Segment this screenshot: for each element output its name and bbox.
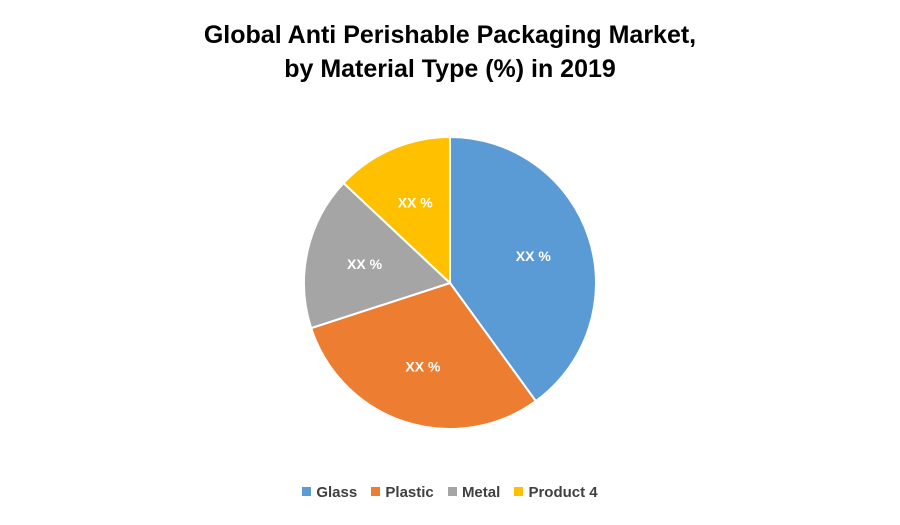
pie-slice-metal xyxy=(303,181,452,330)
legend-item-glass: Glass xyxy=(302,484,357,501)
legend-swatch-glass xyxy=(302,487,312,496)
legend-item-metal: Metal xyxy=(447,484,501,501)
chart-title: Global Anti Perishable Packaging Market,… xyxy=(0,18,900,86)
legend-swatch-metal xyxy=(447,487,457,496)
data-label-plastic: XX % xyxy=(405,358,441,374)
legend-label-glass: Glass xyxy=(316,484,358,501)
legend-label-product-4: Product 4 xyxy=(528,484,598,501)
pie-slice-glass xyxy=(449,135,597,403)
legend-swatch-plastic xyxy=(371,487,381,496)
legend-label-metal: Metal xyxy=(461,484,501,501)
chart-title-line-2: by Material Type (%) in 2019 xyxy=(284,55,616,83)
data-label-product-4: XX % xyxy=(398,195,434,211)
legend-item-plastic: Plastic xyxy=(371,484,434,501)
pie-slice-plastic xyxy=(309,281,538,430)
legend-label-plastic: Plastic xyxy=(385,484,434,501)
legend-swatch-product-4 xyxy=(514,487,524,496)
data-label-metal: XX % xyxy=(347,256,383,272)
data-label-glass: XX % xyxy=(516,248,552,264)
chart-legend: Glass Plastic Metal Product 4 xyxy=(0,484,900,501)
legend-item-product-4: Product 4 xyxy=(514,484,598,501)
pie-slice-product-4 xyxy=(342,135,451,286)
chart-title-line-1: Global Anti Perishable Packaging Market, xyxy=(203,21,697,49)
